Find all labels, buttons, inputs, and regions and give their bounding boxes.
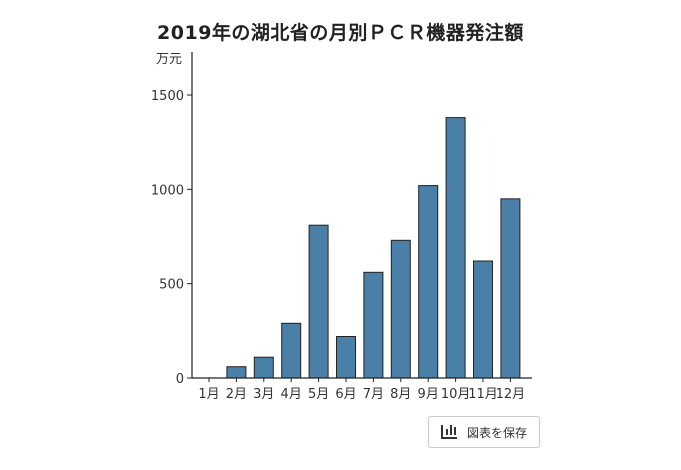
x-tick-label: 7月 [363,387,384,402]
x-tick-label: 1月 [198,387,219,402]
y-axis-ticks: 0 500 1000 1500 [151,89,192,387]
x-tick-label: 6月 [335,387,356,402]
save-chart-button[interactable]: 図表を保存 [428,416,540,448]
save-chart-button-label: 図表を保存 [466,425,527,440]
x-tick-label: 11月 [468,387,498,402]
bar-6月 [336,336,356,379]
y-axis-unit-label: 万元 [156,52,182,67]
bars-group [226,117,521,379]
x-tick-label: 3月 [253,387,274,402]
x-tick-label: 4月 [281,387,302,402]
bar-8月 [390,239,411,379]
bar-9月 [418,185,439,379]
y-tick-label: 1000 [151,183,184,198]
bar-7月 [363,271,384,379]
chart-title: 2019年の湖北省の月別ＰＣＲ機器発注額 [157,22,524,44]
x-tick-label: 2月 [226,387,247,402]
bar-4月 [281,322,302,379]
bar-10月 [445,117,466,379]
bar-11月 [473,260,493,379]
x-tick-label: 5月 [308,387,329,402]
bar-5月 [308,224,329,379]
x-tick-label: 10月 [441,387,471,402]
x-tick-label: 9月 [418,387,439,402]
bar-2月 [226,366,247,379]
bar-12月 [500,198,521,379]
x-tick-label: 8月 [390,387,411,402]
y-tick-label: 0 [176,372,184,387]
bar-chart-icon [440,425,457,439]
bar-3月 [253,356,274,379]
y-tick-label: 1500 [151,89,184,104]
x-tick-label: 12月 [496,387,526,402]
y-tick-label: 500 [159,278,184,293]
